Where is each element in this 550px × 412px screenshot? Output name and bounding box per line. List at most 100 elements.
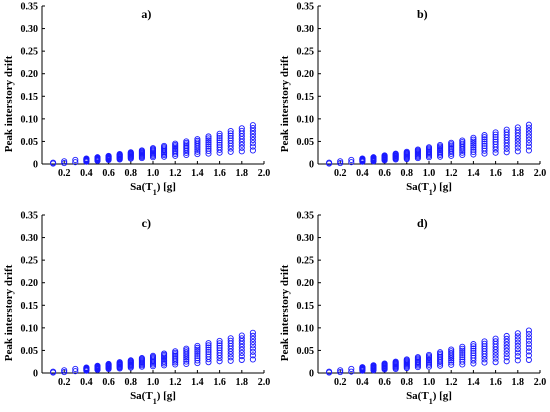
scatter-point [183,138,190,145]
scatter-panel-c: 0 0.05 0.10 0.15 0.20 0.25 0.30 0.35 0.2 0.4 0.6 0.… [3,211,270,406]
scatter-point [326,368,333,375]
x-tick-label: 0.4 [356,377,369,388]
scatter-point [403,356,410,363]
scatter-point [381,360,388,367]
scatter-point [503,338,510,345]
scatter-point [403,148,410,155]
scatter-point [437,349,444,356]
scatter-point [249,356,256,363]
scatter-point [337,369,344,376]
scatter-point [514,349,521,356]
scatter-point [525,348,532,355]
scatter-point [348,159,355,166]
scatter-point [492,355,499,362]
x-tick-label: 1.6 [213,168,226,179]
scatter-point [216,135,223,142]
x-tick-label: 2.0 [534,377,547,388]
x-tick-label: 1.4 [191,377,204,388]
scatter-point [61,158,68,165]
scatter-point [470,148,477,155]
scatter-point [249,130,256,137]
y-tick-label: 0.30 [21,24,39,35]
x-tick-label: 1.0 [147,168,160,179]
scatter-point [249,329,256,336]
scatter-point [326,159,333,166]
x-tick-label: 1.4 [467,168,480,179]
scatter-point [392,150,399,157]
x-tick-label: 0.6 [378,168,391,179]
scatter-point [205,340,212,347]
scatter-point [227,357,234,364]
scatter-point [227,148,234,155]
scatter-point [183,349,190,356]
scatter-point [172,140,179,147]
scatter-point [94,362,101,369]
y-tick-label: 0.35 [21,211,39,222]
x-axis-title: Sa(T1) [g] [406,181,452,197]
scatter-point [359,155,366,162]
scatter-point [514,127,521,134]
scatter-point [392,358,399,365]
scatter-point [481,340,488,347]
scatter-point [216,139,223,146]
scatter-point [437,141,444,149]
scatter-point [61,160,68,167]
scatter-point [492,133,499,141]
scatter-point [470,350,477,357]
x-tick-label: 2.0 [258,168,271,179]
scatter-point [459,358,466,365]
scatter-point [448,139,455,146]
scatter-point [205,139,212,146]
x-tick-label: 2.0 [258,377,271,388]
x-tick-label: 1.6 [489,377,502,388]
y-tick-label: 0.30 [297,24,315,35]
scatter-point [470,140,477,147]
scatter-point [459,343,466,350]
scatter-point [238,148,245,155]
y-tick-label: 0.30 [21,233,39,244]
scatter-point [459,356,466,363]
scatter-point [249,335,256,342]
scatter-point [503,347,510,354]
scatter-point [481,359,488,366]
scatter-point [249,127,256,134]
scatter-point [470,138,477,145]
scatter-point [227,127,234,135]
scatter-point [425,351,433,358]
scatter-point [525,133,532,140]
scatter-point [249,352,256,359]
scatter-point [161,142,168,149]
scatter-point [249,147,256,154]
y-tick-label: 0 [33,369,38,380]
scatter-point [205,344,212,351]
x-tick-label: 2.0 [534,168,547,179]
scatter-point [470,341,477,348]
scatter-point [249,342,256,349]
scatter-point [503,335,510,342]
scatter-point [459,140,466,147]
scatter-panel-a: 0 0.05 0.10 0.15 0.20 0.25 0.30 0.35 0.2 0.4 0.6 0.… [3,2,270,197]
scatter-point [470,146,477,153]
x-tick-label: 1.8 [236,168,249,179]
scatter-point [470,343,477,350]
scatter-point [359,364,366,371]
scatter-point [227,337,234,344]
x-tick-label: 1.2 [169,168,182,179]
scatter-point [503,145,510,152]
scatter-point [525,356,532,363]
scatter-point [205,346,212,353]
y-axis-title: Peak interstory drift [3,55,15,152]
scatter-point [481,136,488,143]
scatter-point [470,142,477,149]
scatter-point [161,350,168,357]
scatter-point [514,124,521,131]
scatter-point [138,355,145,362]
x-tick-label: 1.0 [423,168,436,179]
scatter-point [459,139,466,146]
x-tick-label: 0.4 [80,377,93,388]
scatter-point [72,159,79,166]
x-tick-label: 1.2 [445,377,458,388]
scatter-point [216,358,223,365]
scatter-point [481,138,488,145]
